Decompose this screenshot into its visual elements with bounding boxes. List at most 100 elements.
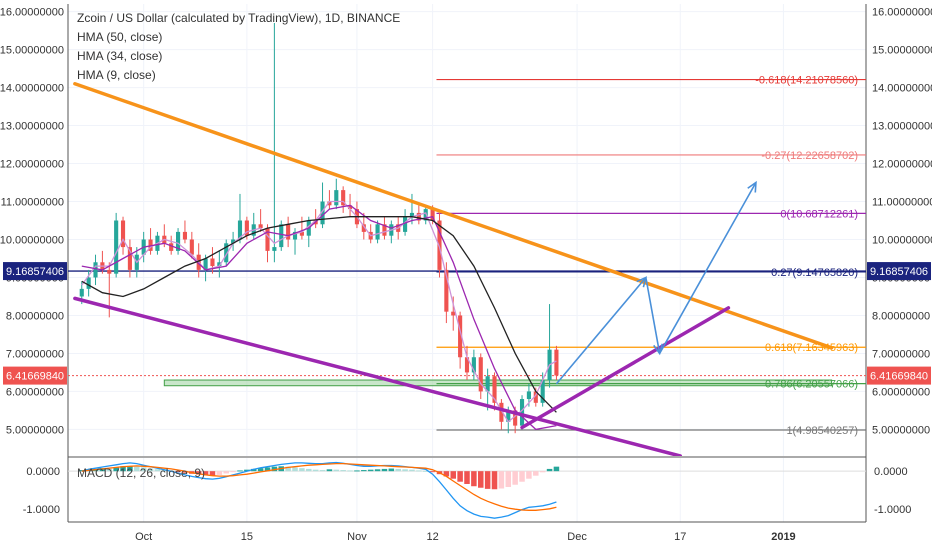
- macd-histogram-bar: [539, 471, 546, 473]
- macd-histogram-bar: [195, 471, 202, 475]
- candle-body: [458, 315, 463, 358]
- candle-body: [485, 376, 490, 392]
- y-tick-label-right: 12.00000000: [872, 159, 932, 171]
- candle-body: [79, 288, 84, 297]
- y-tick-label-left: 13.00000000: [0, 121, 64, 133]
- candle-body: [272, 247, 277, 251]
- macd-line: [81, 461, 557, 519]
- candle-body: [127, 247, 132, 270]
- y-tick-label-left: 6.00000000: [6, 386, 64, 398]
- candle-body: [471, 357, 476, 373]
- price-badge-left-blue: 9.16857406: [6, 266, 64, 278]
- macd-histogram-bar: [450, 471, 456, 479]
- macd-histogram-bar: [202, 471, 209, 476]
- y-tick-label-left: 11.00000000: [1, 197, 64, 209]
- candle-body: [120, 220, 126, 248]
- macd-histogram-bar: [354, 470, 360, 472]
- macd-histogram-bar: [175, 471, 181, 473]
- candle-body: [554, 349, 559, 376]
- candle-body: [430, 209, 435, 221]
- y-tick-label-left: 5.00000000: [6, 424, 64, 436]
- candle-body: [176, 231, 181, 251]
- candle-body: [464, 357, 470, 373]
- macd-tick-label-left: 0.0000: [26, 466, 60, 478]
- macd-histogram-bar: [388, 468, 395, 472]
- x-tick-label: 12: [426, 531, 438, 543]
- candle-body: [286, 224, 291, 240]
- hma9-line: [81, 200, 557, 423]
- macd-histogram-bar: [244, 469, 250, 472]
- candle-body: [169, 243, 174, 251]
- x-tick-label: 15: [241, 531, 253, 543]
- projection-arrow: [645, 277, 661, 354]
- hma50-line: [81, 216, 557, 413]
- candle-body: [361, 224, 366, 232]
- macd-histogram-bar: [381, 468, 388, 472]
- candle-body: [382, 224, 387, 236]
- macd-legend: MACD (12, 26, close, 9): [77, 466, 206, 480]
- x-tick-label: Oct: [135, 531, 152, 543]
- price-badge-left-current-bg: [3, 366, 67, 385]
- macd-histogram-bar: [429, 471, 436, 473]
- y-tick-label-right: 6.00000000: [872, 386, 930, 398]
- chart-legend: Zcoin / US Dollar (calculated by Trading…: [77, 9, 400, 85]
- candle-body: [231, 239, 236, 244]
- candle-body: [375, 224, 380, 240]
- macd-histogram-bar: [285, 466, 291, 472]
- macd-histogram-bar: [230, 471, 236, 473]
- candle-body: [93, 262, 98, 278]
- macd-histogram-bar: [106, 468, 113, 472]
- fib-level-label: 0.618(7.16345963): [765, 342, 858, 354]
- macd-histogram-bar: [154, 469, 161, 472]
- fib-level-label: 0.786(6.20557066): [765, 379, 858, 391]
- fib-level-label: 0(10.68712261): [780, 208, 858, 220]
- signal-line: [81, 462, 557, 511]
- candle-body: [265, 228, 270, 251]
- macd-layer: [68, 461, 866, 519]
- candle-body: [506, 410, 511, 422]
- y-tick-label-right: 13.00000000: [872, 121, 932, 133]
- candle-body: [526, 391, 531, 400]
- macd-histogram-bar: [223, 471, 229, 474]
- macd-histogram-bar: [491, 471, 498, 490]
- candle-body: [258, 224, 263, 229]
- candle-body: [107, 269, 112, 274]
- candle-body: [320, 201, 325, 225]
- candle-body: [114, 220, 119, 274]
- x-tick-label: Dec: [567, 531, 587, 543]
- macd-histogram-bar: [292, 467, 298, 472]
- candle-body: [540, 380, 545, 403]
- candle-body: [224, 243, 229, 263]
- macd-histogram-bar: [416, 470, 422, 472]
- macd-histogram-bar: [99, 468, 106, 472]
- macd-histogram-bar: [526, 471, 532, 479]
- price-badge-right-blue-bg: [867, 262, 931, 281]
- macd-histogram-bar: [402, 469, 408, 472]
- macd-histogram-bar: [395, 468, 401, 472]
- candle-body: [499, 402, 504, 422]
- y-tick-label-left: 7.00000000: [6, 348, 64, 360]
- candle-body: [347, 205, 353, 210]
- macd-histogram-bar: [140, 467, 147, 472]
- x-tick-label: 2019: [771, 531, 795, 543]
- macd-histogram-bar: [161, 470, 168, 472]
- macd-histogram-bar: [471, 471, 477, 487]
- macd-histogram-bar: [367, 469, 374, 472]
- candle-body: [403, 216, 408, 232]
- y-tick-label-right: 16.00000000: [872, 7, 932, 19]
- macd-histogram-bar: [127, 465, 133, 472]
- macd-histogram-bar: [478, 471, 484, 488]
- candle-body: [182, 231, 188, 240]
- candle-body: [437, 220, 442, 270]
- candle-body: [416, 212, 421, 221]
- macd-histogram-bar: [250, 468, 257, 472]
- y-tick-label-right: 11.00000000: [872, 197, 932, 209]
- fib-level-label: 0.27(9.14765820): [771, 267, 858, 279]
- macd-histogram-bar: [319, 470, 326, 472]
- candle-body: [327, 201, 332, 206]
- candle-body: [341, 190, 346, 206]
- y-tick-label-left: 8.00000000: [6, 310, 64, 322]
- y-tick-label-left: 16.00000000: [0, 7, 64, 19]
- macd-histogram-bar: [464, 471, 470, 484]
